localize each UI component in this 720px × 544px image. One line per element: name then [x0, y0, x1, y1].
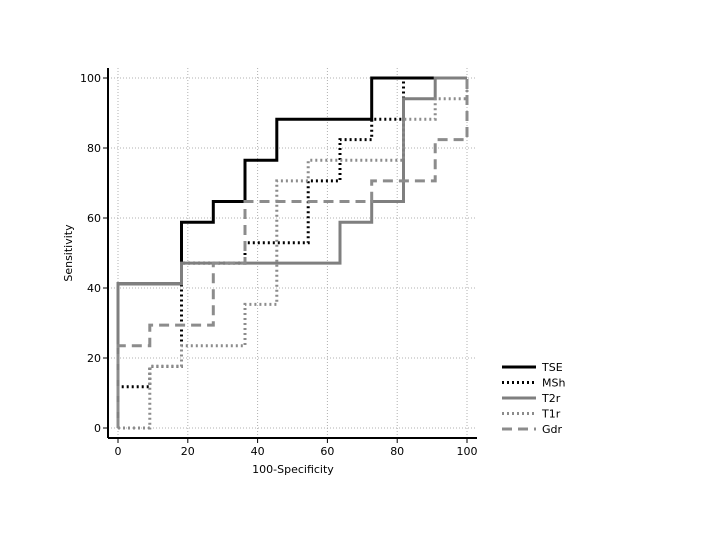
x-tick-label: 0 [115, 445, 122, 458]
y-tick-label: 20 [87, 352, 101, 365]
legend: TSE MSh T2r T1r Gdr [502, 361, 565, 436]
legend-label-t1r: T1r [541, 408, 561, 421]
x-tick-label: 20 [181, 445, 195, 458]
y-axis-title: Sensitivity [62, 224, 75, 282]
series-line-t1r [118, 78, 469, 430]
x-tick-label: 100 [457, 445, 478, 458]
legend-label-tse: TSE [541, 361, 563, 374]
legend-label-msh: MSh [542, 377, 565, 390]
x-tick-label: 40 [251, 445, 265, 458]
y-tick-label: 0 [94, 422, 101, 435]
series-line-tse [116, 76, 467, 428]
series-line-msh [116, 76, 467, 428]
legend-label-t2r: T2r [541, 392, 561, 405]
axes [107, 68, 477, 439]
x-tick-label: 80 [390, 445, 404, 458]
legend-label-gdr: Gdr [542, 423, 563, 436]
series-lines [116, 76, 469, 430]
x-axis-title: 100-Specificity [252, 463, 334, 476]
ticks: 0 20 40 60 80 100 0 20 40 60 80 100 [80, 72, 478, 458]
x-tick-label: 60 [320, 445, 334, 458]
y-tick-label: 40 [87, 282, 101, 295]
y-tick-label: 100 [80, 72, 101, 85]
y-tick-label: 60 [87, 212, 101, 225]
grid [108, 68, 477, 438]
series-line-t2r [116, 76, 467, 428]
series-line-gdr [116, 78, 469, 428]
y-tick-label: 80 [87, 142, 101, 155]
